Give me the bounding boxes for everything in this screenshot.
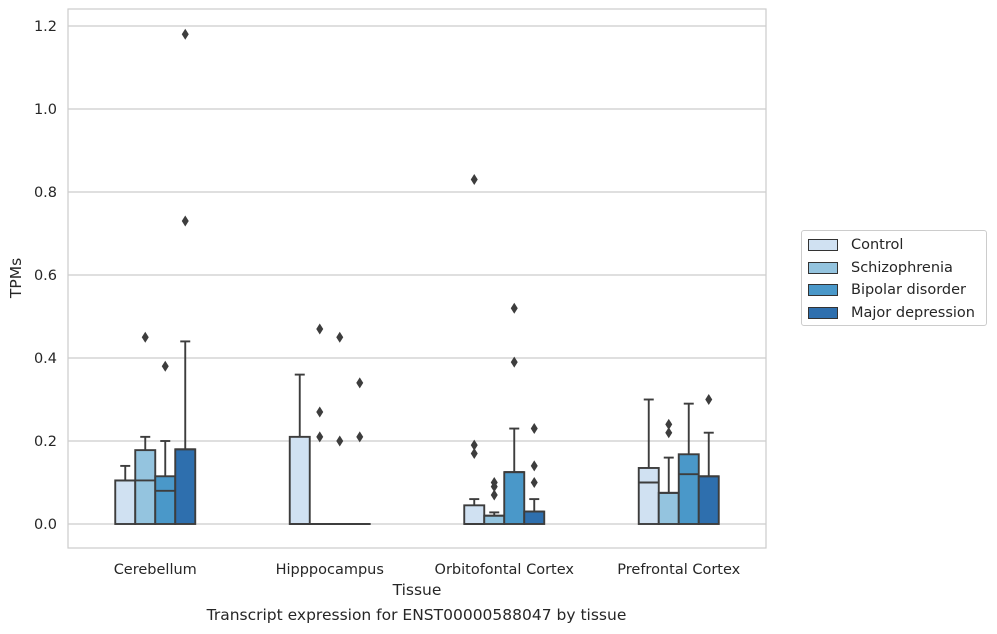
outlier-point-2: [530, 423, 538, 435]
box-body: [154, 475, 177, 525]
box-body: [114, 479, 137, 525]
y-tick-label-1: 0.2: [34, 434, 57, 450]
box-major-depression-cerebellum: [174, 28, 197, 525]
legend-item-control: Control: [808, 236, 903, 254]
plot-frame: [67, 8, 767, 549]
box-control-hipppocampus: [288, 373, 311, 525]
y-tick-label-2: 0.4: [34, 351, 57, 367]
figure-caption: Transcript expression for ENST0000058804…: [206, 606, 627, 624]
box-body: [657, 491, 680, 525]
box-major-depression-prefrontal-cortex: [697, 394, 720, 525]
legend-swatch-major-depression: [808, 307, 838, 319]
outlier-point-0: [510, 356, 518, 368]
outlier-point-1: [470, 439, 478, 451]
x-axis-label: Tissue: [392, 581, 442, 599]
outlier-point-2: [470, 174, 478, 186]
box-schizophrenia-orbitofontal-cortex: [483, 477, 506, 525]
outlier-point-1: [510, 302, 518, 314]
x-tick-label-cerebellum: Cerebellum: [114, 562, 197, 578]
outlier-point-0: [530, 477, 538, 488]
legend-label-schizophrenia: Schizophrenia: [851, 260, 953, 276]
box-body: [174, 448, 197, 525]
y-tick-label-3: 0.6: [34, 268, 57, 284]
box-control-prefrontal-cortex: [637, 398, 660, 525]
box-body: [697, 475, 720, 525]
box-control-cerebellum: [114, 464, 137, 525]
legend-label-bipolar-disorder: Bipolar disorder: [851, 282, 966, 298]
y-axis-label: TPMs: [7, 258, 25, 299]
legend-label-control: Control: [851, 237, 904, 253]
outlier-point-1: [530, 460, 538, 472]
box-schizophrenia-hipppocampus: [308, 323, 331, 525]
legend-swatch-bipolar-disorder: [808, 284, 838, 296]
box-body: [483, 514, 506, 525]
outlier-point-0: [665, 427, 673, 439]
box-schizophrenia-cerebellum: [134, 331, 157, 525]
outlier-point-0: [161, 360, 169, 372]
y-tick-label-4: 0.8: [34, 185, 57, 201]
box-body: [463, 504, 486, 525]
box-control-orbitofontal-cortex: [463, 174, 486, 525]
outlier-point-1: [356, 377, 364, 389]
box-body: [637, 467, 660, 525]
outlier-point-1: [336, 331, 344, 343]
x-tick-label-prefrontal-cortex: Prefrontal Cortex: [617, 562, 740, 578]
outlier-point-2: [316, 323, 324, 335]
gridlines: [68, 25, 766, 525]
box-bipolar-disorder-orbitofontal-cortex: [503, 302, 526, 525]
outlier-point-0: [356, 431, 364, 443]
outlier-point-0: [181, 215, 189, 227]
outlier-point-0: [470, 447, 478, 459]
x-tick-label-hipppocampus: Hipppocampus: [276, 562, 384, 578]
outlier-point-0: [316, 431, 324, 443]
legend-swatch-schizophrenia: [808, 262, 838, 274]
box-bipolar-disorder-prefrontal-cortex: [677, 402, 700, 525]
box-bipolar-disorder-hipppocampus: [328, 331, 351, 525]
legend-item-major-depression: Major depression: [808, 304, 975, 322]
outlier-point-2: [490, 477, 498, 488]
box-body: [134, 449, 157, 525]
box-body: [503, 471, 526, 525]
box-schizophrenia-prefrontal-cortex: [657, 418, 680, 525]
box-body: [288, 435, 311, 525]
tick-labels: 0.0 0.2 0.4 0.6 0.8 1.0 1.2 Cerebellum Hipppocam…: [34, 19, 741, 578]
x-tick-label-orbitofontal-cortex: Orbitofontal Cortex: [435, 562, 575, 578]
legend: Control Schizophrenia Bipolar disorder M…: [801, 230, 987, 326]
box-major-depression-orbitofontal-cortex: [523, 423, 546, 525]
legend-swatch-control: [808, 239, 838, 251]
outlier-point-0: [705, 394, 713, 405]
outlier-point-0: [490, 489, 498, 501]
outlier-point-1: [665, 418, 673, 430]
box-major-depression-hipppocampus: [348, 377, 371, 525]
boxes: [114, 28, 720, 525]
y-tick-label-5: 1.0: [34, 102, 57, 118]
outlier-point-1: [316, 406, 324, 418]
box-body: [523, 510, 546, 525]
outlier-point-1: [181, 28, 189, 40]
legend-item-schizophrenia: Schizophrenia: [808, 259, 953, 277]
legend-item-bipolar-disorder: Bipolar disorder: [808, 281, 966, 299]
box-bipolar-disorder-cerebellum: [154, 360, 177, 525]
outlier-point-0: [336, 435, 344, 447]
legend-label-major-depression: Major depression: [851, 305, 975, 321]
box-body: [677, 453, 700, 525]
y-tick-label-0: 0.0: [34, 517, 57, 533]
y-tick-label-6: 1.2: [34, 19, 57, 35]
outlier-point-0: [141, 331, 149, 343]
